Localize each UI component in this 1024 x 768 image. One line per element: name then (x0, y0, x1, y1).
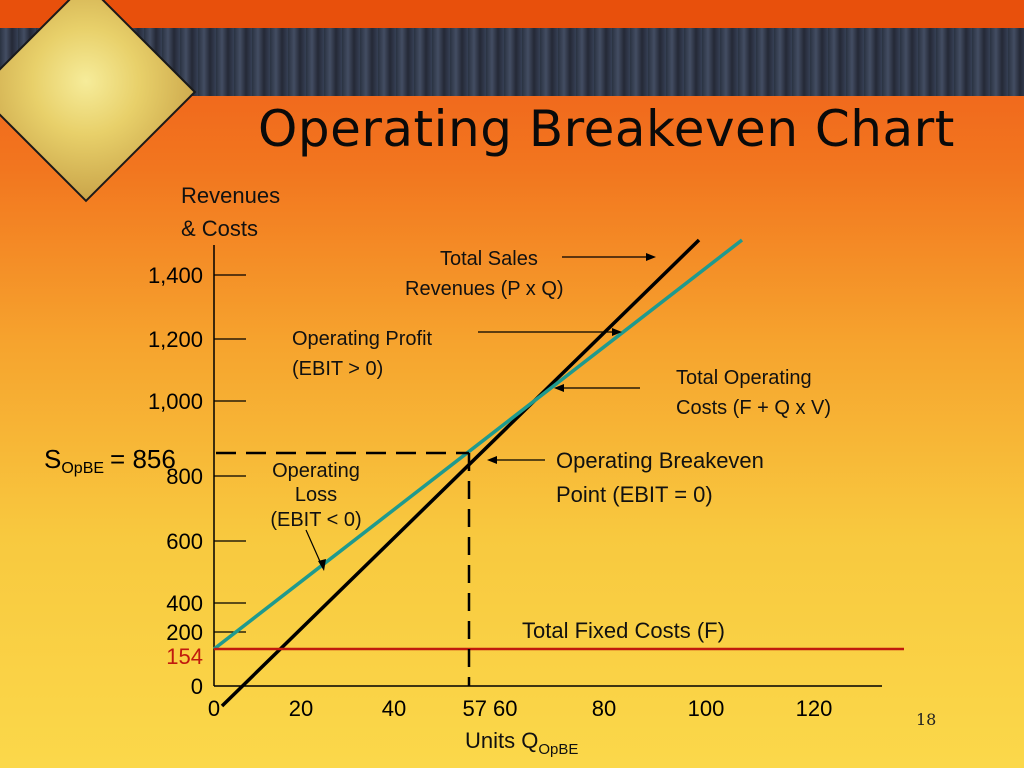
header-banner (0, 0, 1024, 28)
y-tick-label: 1,200 (148, 327, 203, 352)
bep-arrowhead (487, 456, 497, 464)
x-tick-label: 120 (796, 696, 833, 721)
x-tick-label: 20 (289, 696, 313, 721)
x-tick-label: 57 60 (462, 696, 517, 721)
fixed-costs-annotation: Total Fixed Costs (F) (522, 618, 725, 643)
y-tick-label: 1,000 (148, 389, 203, 414)
profit-arrowhead (612, 328, 622, 336)
x-tick-label: 80 (592, 696, 616, 721)
x-axis-label: Units QOpBE (465, 728, 578, 758)
loss-annotation-line3: (EBIT < 0) (270, 509, 361, 531)
profit-annotation-line1: Operating Profit (292, 328, 433, 350)
toc-annotation-line1: Total Operating (676, 367, 812, 389)
loss-annotation-arrow (305, 529, 323, 567)
sales-annotation-line1: Total Sales (440, 248, 538, 270)
x-tick-label: 40 (382, 696, 406, 721)
bep-annotation-line1: Operating Breakeven (556, 448, 764, 473)
bep-annotation-line2: Point (EBIT = 0) (556, 482, 713, 507)
toc-arrowhead (554, 384, 564, 392)
y-tick-label: 200 (166, 620, 203, 645)
y-axis-label-line2: & Costs (181, 216, 258, 241)
loss-annotation-line1: Operating (272, 460, 360, 482)
breakeven-sales-label: SOpBE = 856 (44, 444, 176, 477)
x-tick-label: 100 (688, 696, 725, 721)
sales-arrowhead (646, 253, 656, 261)
profit-annotation-line2: (EBIT > 0) (292, 358, 383, 380)
y-tick-label: 0 (191, 674, 203, 699)
x-tick-label: 0 (208, 696, 220, 721)
total-operating-costs-line (212, 238, 744, 651)
loss-arrowhead (318, 559, 326, 571)
slide-title: Operating Breakeven Chart (258, 100, 955, 158)
slide-number: 18 (916, 710, 937, 729)
loss-annotation-line2: Loss (295, 484, 337, 506)
y-tick-label: 600 (166, 529, 203, 554)
y-tick-label: 800 (166, 464, 203, 489)
y-axis-label-line1: Revenues (181, 183, 280, 208)
fixed-cost-value-label: 154 (166, 644, 203, 669)
sales-annotation-line2: Revenues (P x Q) (405, 278, 564, 300)
y-tick-label: 1,400 (148, 263, 203, 288)
total-sales-revenue-line (220, 238, 701, 708)
y-tick-label: 400 (166, 591, 203, 616)
toc-annotation-line2: Costs (F + Q x V) (676, 397, 831, 419)
